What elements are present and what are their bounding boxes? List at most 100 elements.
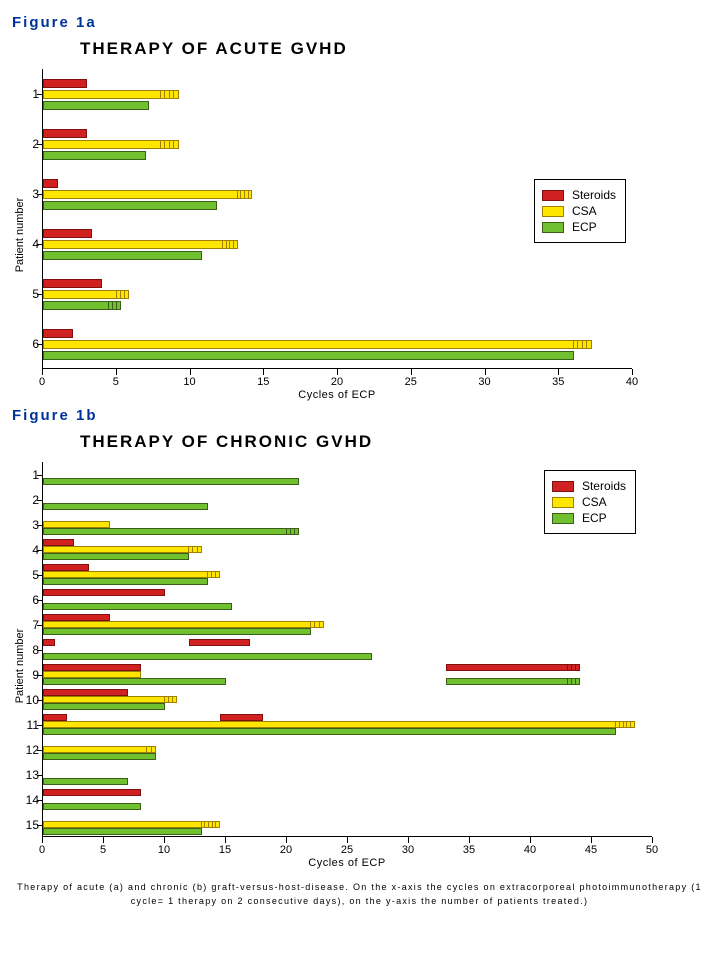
ecp-bar [446,678,568,685]
x-tick-label: 30 [402,844,414,856]
patient-row-15: 15 [43,812,652,837]
x-tick [591,837,592,843]
patient-row-1: 1 [43,69,632,119]
x-tick [225,837,226,843]
steroids-bar [43,614,110,621]
csa-bar [43,746,147,753]
chart-b-title: THERAPY OF CHRONIC GVHD [80,432,707,452]
csa-bar [43,571,208,578]
x-tick-label: 0 [39,844,45,856]
ecp-bar [43,503,208,510]
ecp-bar [43,703,165,710]
ecp-bar [43,828,202,835]
legend-row-ecp: ECP [542,220,616,234]
steroids-bar [43,179,58,188]
x-tick [337,369,338,375]
x-tick [652,837,653,843]
steroids-bar [43,329,73,338]
y-tick [37,650,43,651]
csa-bar [43,721,616,728]
x-tick [530,837,531,843]
x-tick [103,837,104,843]
patient-row-9: 9 [43,662,652,687]
x-tick [408,837,409,843]
chart-a-ylabel: Patient number [14,198,26,273]
csa-bar-hatch [147,746,157,753]
ecp-bar [43,603,232,610]
steroids-bar [220,714,263,721]
csa-bar-hatch [208,571,220,578]
x-tick-label: 50 [646,844,658,856]
ecp-bar [43,678,226,685]
ecp-bar [43,351,574,360]
y-tick [37,800,43,801]
ecp-bar-hatch [287,528,299,535]
x-tick-label: 20 [280,844,292,856]
chart-b-xticks: 05101520253035404550 [42,837,652,855]
x-tick [263,369,264,375]
x-tick-label: 40 [626,376,638,388]
csa-bar [43,821,202,828]
chart-b: Patient number SteroidsCSAECP 1234567891… [42,462,707,869]
ecp-bar [43,628,311,635]
ecp-bar [43,553,189,560]
legend-row-steroids: Steroids [542,188,616,202]
steroids-bar [43,279,102,288]
steroids-bar [43,229,92,238]
steroids-bar [43,664,141,671]
x-tick-label: 25 [341,844,353,856]
figure-caption: Therapy of acute (a) and chronic (b) gra… [12,881,707,908]
ecp-bar [43,151,146,160]
ecp-bar [43,301,109,310]
csa-bar-hatch [189,546,201,553]
ecp-bar [43,578,208,585]
ecp-bar [43,803,141,810]
csa-bar-hatch [165,696,177,703]
x-tick-label: 40 [524,844,536,856]
csa-bar-hatch [311,621,323,628]
x-tick [485,369,486,375]
patient-row-13: 13 [43,762,652,787]
legend-label-ecp: ECP [582,511,607,525]
csa-bar [43,621,311,628]
legend-label-csa: CSA [582,495,607,509]
chart-a-xlabel: Cycles of ECP [42,389,632,401]
steroids-bar [43,539,74,546]
chart-b-legend: SteroidsCSAECP [544,470,636,534]
csa-bar [43,140,161,149]
steroids-bar [43,564,89,571]
y-tick [37,775,43,776]
csa-bar-hatch [117,290,129,299]
csa-bar [43,521,110,528]
patient-row-6: 6 [43,319,632,369]
steroids-bar [446,664,568,671]
steroids-bar [43,714,67,721]
x-tick [347,837,348,843]
x-tick [190,369,191,375]
legend-label-csa: CSA [572,204,597,218]
x-tick-label: 10 [183,376,195,388]
ecp-bar [43,101,149,110]
patient-row-5: 5 [43,562,652,587]
steroids-bar [43,589,165,596]
ecp-bar-hatch [109,301,121,310]
x-tick [286,837,287,843]
x-tick [632,369,633,375]
x-tick [469,837,470,843]
x-tick-label: 20 [331,376,343,388]
y-tick [37,600,43,601]
ecp-bar [43,778,128,785]
ecp-bar [43,201,217,210]
patient-row-7: 7 [43,612,652,637]
chart-a-plot: SteroidsCSAECP 123456 [42,69,632,369]
csa-bar-hatch [574,340,592,349]
figure-b-label: Figure 1b [12,407,707,424]
legend-swatch-steroids [552,481,574,492]
legend-label-steroids: Steroids [572,188,616,202]
chart-b-xlabel: Cycles of ECP [42,857,652,869]
legend-swatch-ecp [542,222,564,233]
csa-bar [43,671,141,678]
x-tick-label: 10 [158,844,170,856]
x-tick-label: 25 [405,376,417,388]
ecp-bar [43,251,202,260]
